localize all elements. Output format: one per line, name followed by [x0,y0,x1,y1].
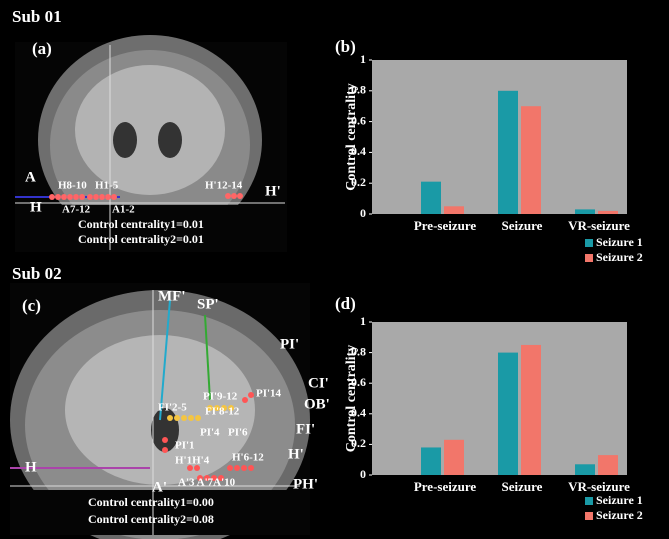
panel-label: (a) [32,39,52,58]
electrode-label: PI'6 [228,427,248,439]
bar [521,106,541,214]
x-tick-label: Pre-seizure [414,479,477,494]
x-tick-label: VR-seizure [568,218,630,233]
y-axis-label: Control centrality [344,83,359,190]
legend-label: Seizure 1 [596,493,643,507]
electrode-label: H' [288,446,304,462]
electrode-label: A [25,169,36,185]
mri-a [15,35,287,252]
legend-swatch [585,254,593,262]
electrode-label: H8-10 [58,180,87,192]
electrode-label: MF' [158,288,186,304]
x-tick-label: Seizure [502,218,543,233]
electrode-label: H1-5 [95,180,119,192]
electrode-label: A' [152,479,167,495]
electrode-label: PI'9-12 [203,391,238,403]
electrode-label: CI' [308,375,329,391]
electrode-label: H [25,459,37,475]
y-tick-label: 1 [360,52,366,66]
y-tick-label: 0.2 [351,175,366,189]
electrode-label: FI'2-5 [158,402,187,414]
bar [575,209,595,214]
legend-swatch [585,239,593,247]
y-tick-label: 0.6 [351,113,366,127]
bar [521,344,541,475]
legend-swatch [585,497,593,505]
y-tick-label: 0 [360,467,366,481]
y-tick-label: 1 [360,314,366,328]
bar [421,447,441,475]
electrode-label: H' [265,183,281,199]
electrode-label: PI' [280,336,299,352]
legend-label: Seizure 1 [596,235,643,249]
chart-title: (b) [335,37,356,56]
x-tick-label: Seizure [502,479,543,494]
legend-swatch [585,512,593,520]
electrode-label: A'3 A'7A'10 [178,477,236,489]
electrode-label: H'12-14 [205,180,243,192]
y-axis-label: Control centrality [344,345,359,452]
y-tick-label: 0.8 [351,344,366,358]
electrode-label: A7-12 [62,204,91,216]
electrode-label: H [30,199,42,215]
bar [575,464,595,475]
note: Control centrality1=0.00 [88,495,214,509]
bar [498,352,518,475]
y-tick-label: 0 [360,206,366,220]
panel-label: (c) [22,296,41,315]
bar [421,181,441,214]
bar [498,90,518,214]
legend-label: Seizure 2 [596,250,643,264]
electrode-label: PI'4 [200,427,220,439]
electrode-label: A1-2 [112,204,135,216]
electrode-label: PI'1 [175,440,195,452]
subject-label: Sub 02 [12,264,62,283]
bar [444,439,464,475]
y-tick-label: 0.4 [351,144,366,158]
y-tick-label: 0.6 [351,375,366,389]
electrode-label: SP' [197,296,219,312]
electrode-label: H'1H'4 [175,455,210,467]
x-tick-label: Pre-seizure [414,218,477,233]
note: Control centrality1=0.01 [78,217,204,231]
electrode-label: PI'14 [256,388,282,400]
subject-label: Sub 01 [12,7,62,26]
electrode-label: FI'8-12 [205,406,240,418]
x-tick-label: VR-seizure [568,479,630,494]
note: Control centrality2=0.01 [78,232,204,246]
mri-c [10,283,310,539]
electrode-label: H'6-12 [232,452,264,464]
chart-title: (d) [335,294,356,313]
bar [598,455,618,475]
note: Control centrality2=0.08 [88,512,214,526]
electrode-label: OB' [304,396,330,412]
y-tick-label: 0.8 [351,83,366,97]
legend-label: Seizure 2 [596,508,643,522]
bar [444,206,464,214]
electrode-label: PH' [293,476,318,492]
y-tick-label: 0.2 [351,436,366,450]
electrode-label: FI' [296,421,315,437]
bar [598,210,618,214]
y-tick-label: 0.4 [351,406,366,420]
